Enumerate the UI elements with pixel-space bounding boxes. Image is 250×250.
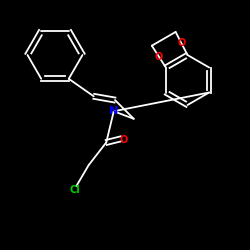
Text: O: O xyxy=(178,38,186,48)
Text: N: N xyxy=(109,106,118,116)
Text: Cl: Cl xyxy=(70,185,80,195)
Text: O: O xyxy=(120,135,128,145)
Text: O: O xyxy=(155,52,163,62)
